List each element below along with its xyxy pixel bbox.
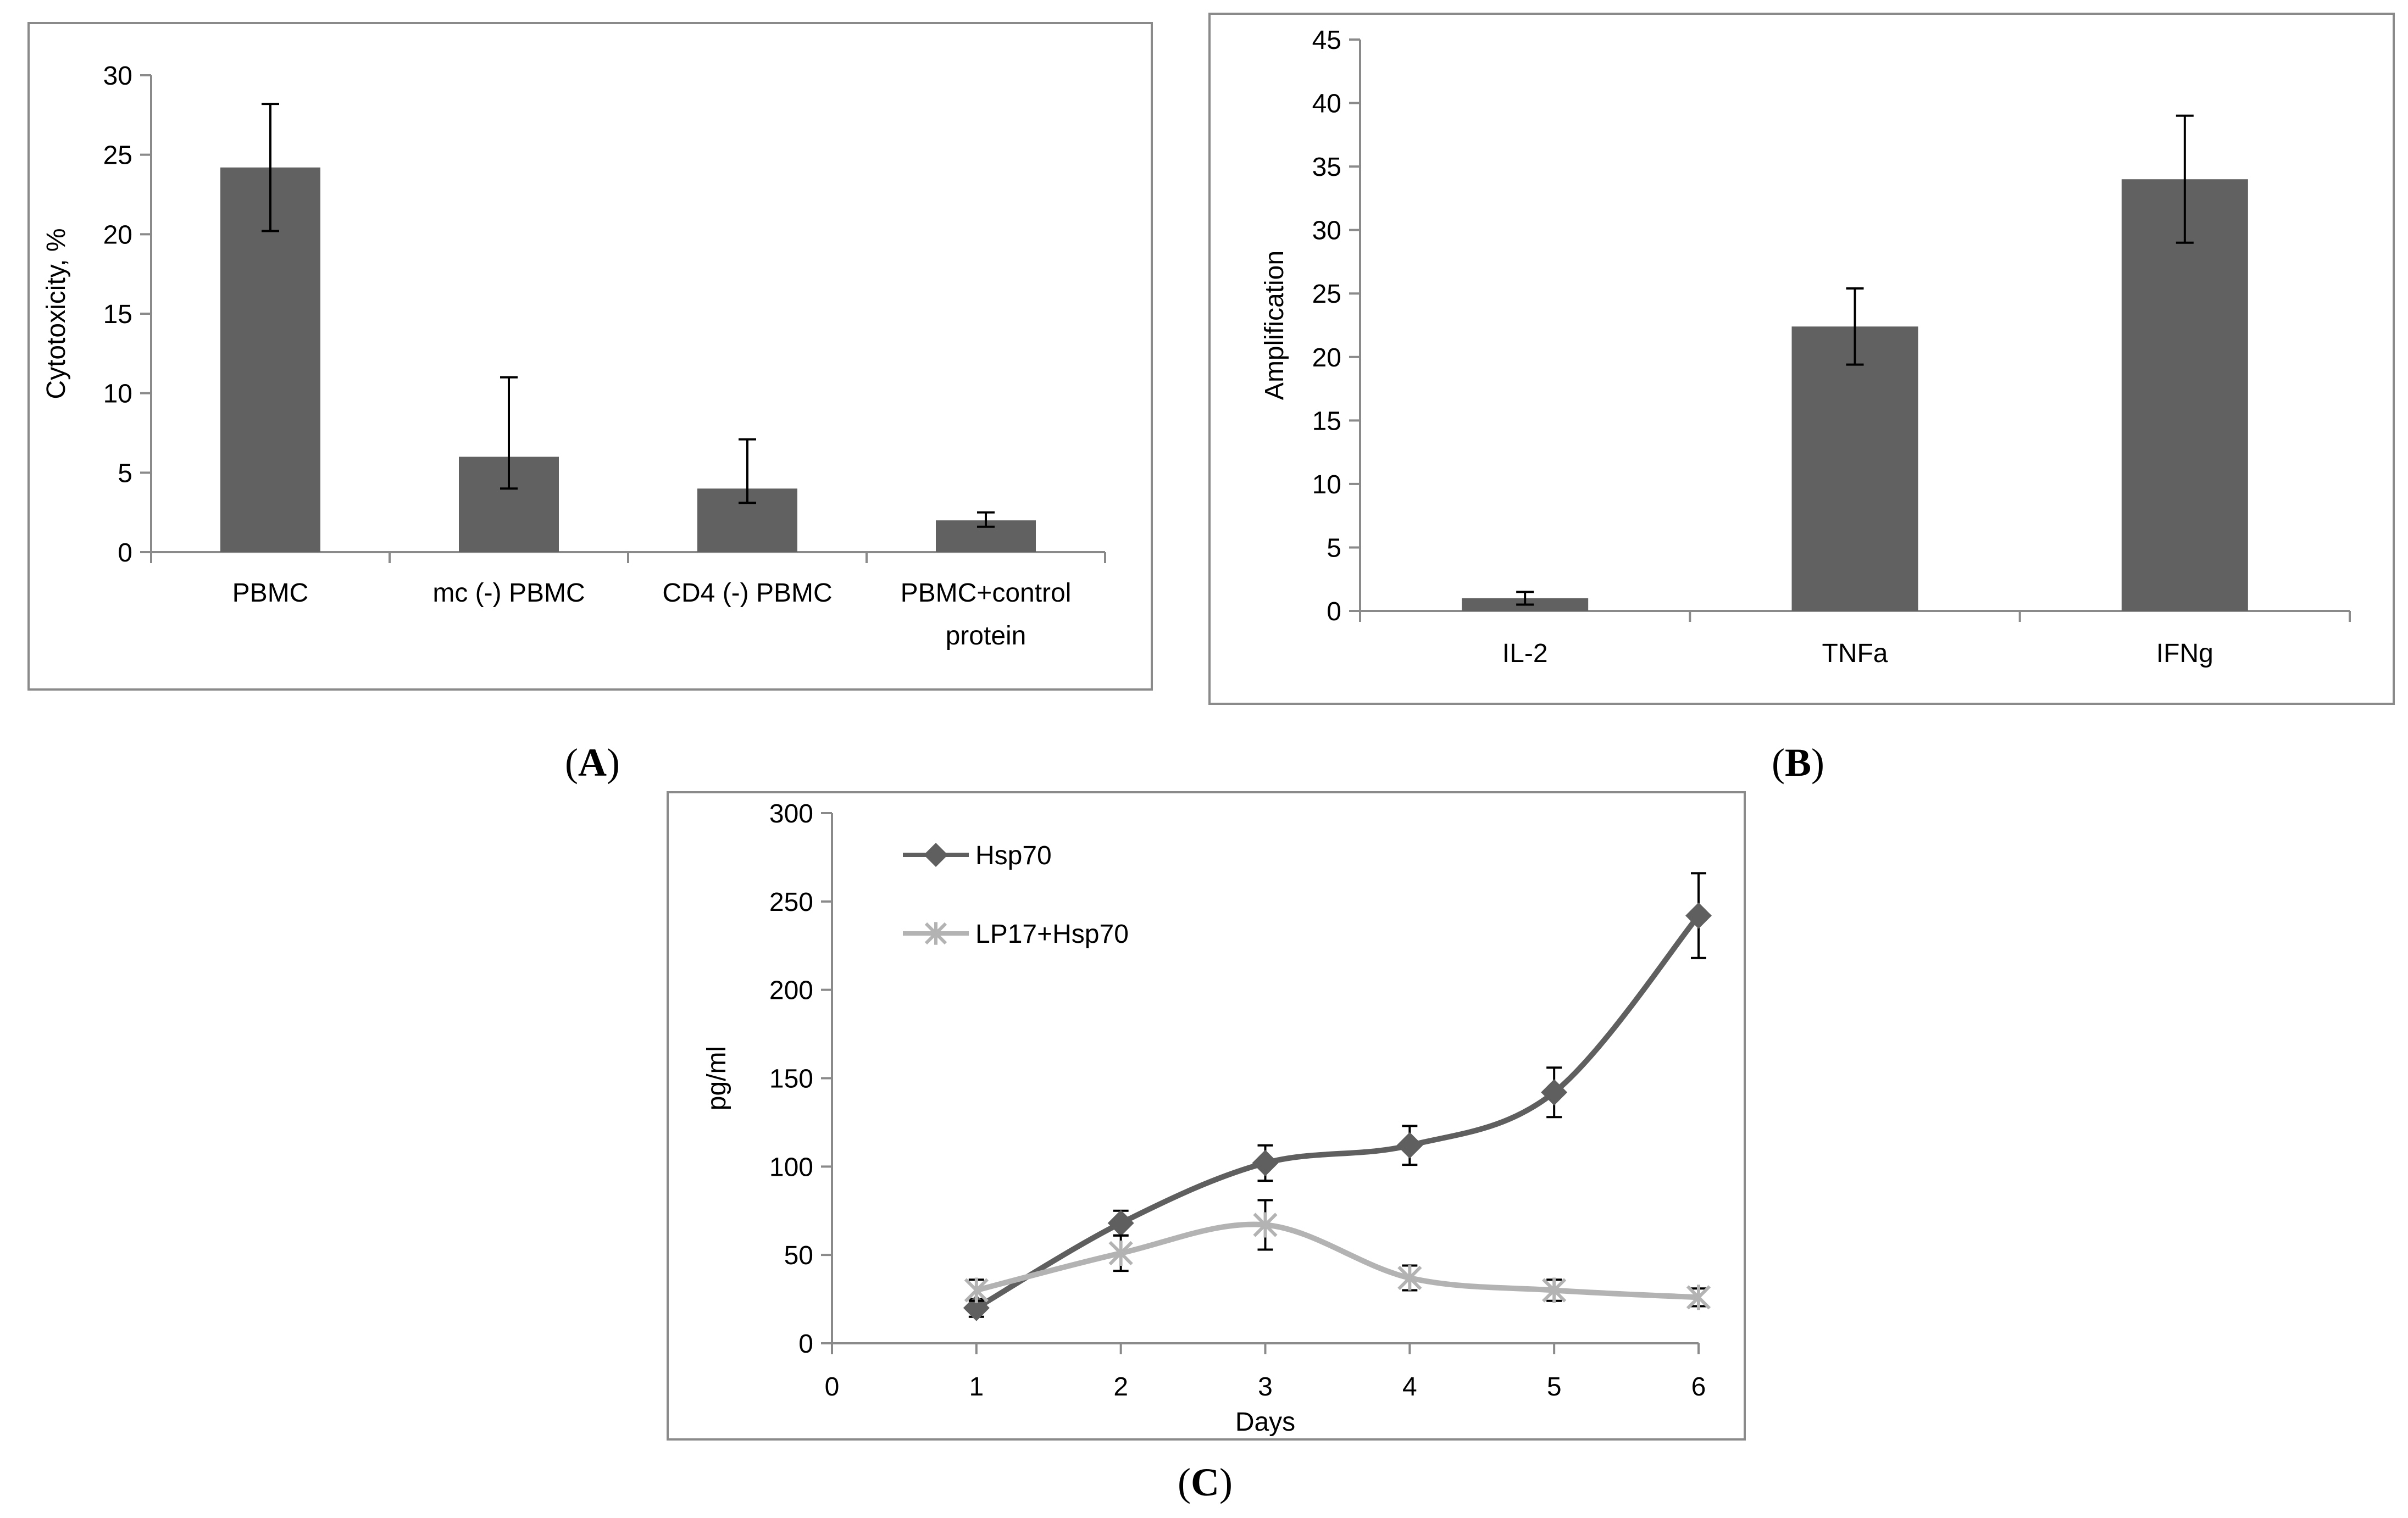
x-tick-label: 6: [1691, 1372, 1706, 1402]
series-1: [964, 1199, 1711, 1310]
x-category-label: PBMC: [232, 579, 309, 608]
y-tick-label: 30: [1312, 216, 1341, 246]
series-line-1: [975, 1221, 1699, 1300]
legend-marker-1: [924, 922, 947, 945]
panel-label: (A): [565, 741, 620, 785]
x-category-label: CD4 (-) PBMC: [662, 579, 832, 608]
x-category-label: PBMC+control: [901, 579, 1072, 608]
data-point-1-4: [1542, 1277, 1567, 1303]
data-point-0-2: [1252, 1149, 1279, 1176]
y-tick-label: 5: [1327, 533, 1341, 563]
x-tick-label: 0: [825, 1372, 840, 1402]
y-tick-label: 5: [118, 459, 132, 488]
legend: Hsp70 LP17+Hsp70: [903, 841, 1129, 949]
y-tick-label: 0: [118, 538, 132, 568]
x-category-label: mc (-) PBMC: [432, 579, 585, 608]
y-tick-label: 45: [1312, 26, 1341, 55]
panel-frame: [667, 791, 1746, 1441]
y-tick-label: 35: [1312, 153, 1341, 182]
x-category-label: protein: [946, 621, 1027, 650]
y-tick-label: 250: [769, 888, 813, 917]
panel-label: (C): [1178, 1460, 1233, 1504]
data-point-0-4: [1541, 1079, 1568, 1106]
bar-1: [1791, 326, 1918, 611]
panel-letter: B: [1785, 741, 1811, 785]
data-point-0-3: [1396, 1132, 1423, 1159]
x-tick-label: 2: [1113, 1372, 1128, 1402]
bar-2: [2121, 179, 2248, 611]
y-tick-label: 0: [1327, 597, 1341, 626]
data-point-1-0: [964, 1277, 989, 1303]
x-category-label: IFNg: [2156, 639, 2213, 668]
data-point-1-3: [1397, 1265, 1422, 1291]
data-point-0-5: [1685, 902, 1712, 929]
y-tick-label: 20: [103, 220, 132, 249]
x-category-label: IL-2: [1502, 639, 1548, 668]
legend-label-0: Hsp70: [975, 841, 1052, 870]
data-point-0-1: [1107, 1210, 1134, 1237]
y-axis-title: Cytotoxicity, %: [42, 228, 71, 399]
x-axis-title: Days: [1235, 1408, 1295, 1437]
y-tick-label: 200: [769, 976, 813, 1005]
panel-label: (B): [1772, 741, 1824, 785]
x-tick-label: 3: [1258, 1372, 1273, 1402]
y-tick-label: 30: [103, 62, 132, 91]
data-point-1-5: [1686, 1285, 1711, 1310]
y-tick-label: 0: [798, 1330, 813, 1359]
y-tick-label: 300: [769, 799, 813, 828]
y-tick-label: 40: [1312, 90, 1341, 119]
y-tick-label: 15: [103, 300, 132, 329]
y-tick-label: 10: [103, 380, 132, 409]
data-point-1-1: [1108, 1240, 1133, 1266]
y-tick-label: 20: [1312, 343, 1341, 372]
y-tick-label: 150: [769, 1065, 813, 1094]
panel-letter: C: [1191, 1460, 1219, 1504]
y-tick-label: 50: [784, 1241, 813, 1270]
legend-marker-0: [924, 843, 948, 867]
chart-panel-b: 0 5 10 15 20 25 30 35 40 45 Amplification IL-2 TNFa I…: [1208, 13, 2395, 785]
x-tick-label: 4: [1402, 1372, 1417, 1402]
y-axis-title: Amplification: [1260, 251, 1289, 400]
chart-panel-c: 0 50 100 150 200 250 300 pg/ml 0 1 2 3 4 5 6 Days Hsp70 L…: [667, 791, 1746, 1504]
x-category-label: TNFa: [1822, 639, 1888, 668]
legend-label-1: LP17+Hsp70: [975, 920, 1129, 949]
series-line-0: [975, 914, 1701, 1310]
data-point-1-2: [1253, 1212, 1278, 1238]
y-tick-label: 25: [103, 141, 132, 170]
panel-letter: A: [578, 741, 607, 785]
y-tick-label: 25: [1312, 280, 1341, 309]
y-tick-label: 15: [1312, 407, 1341, 436]
y-tick-label: 10: [1312, 470, 1341, 499]
panel-frame: [27, 22, 1153, 691]
x-tick-label: 5: [1547, 1372, 1562, 1402]
x-tick-label: 1: [969, 1372, 984, 1402]
chart-panel-a: 0 5 10 15 20 25 30 Cytotoxicity, % PBMC mc (-) PB…: [27, 22, 1153, 785]
y-tick-label: 100: [769, 1153, 813, 1182]
y-axis-title: pg/ml: [702, 1046, 731, 1110]
